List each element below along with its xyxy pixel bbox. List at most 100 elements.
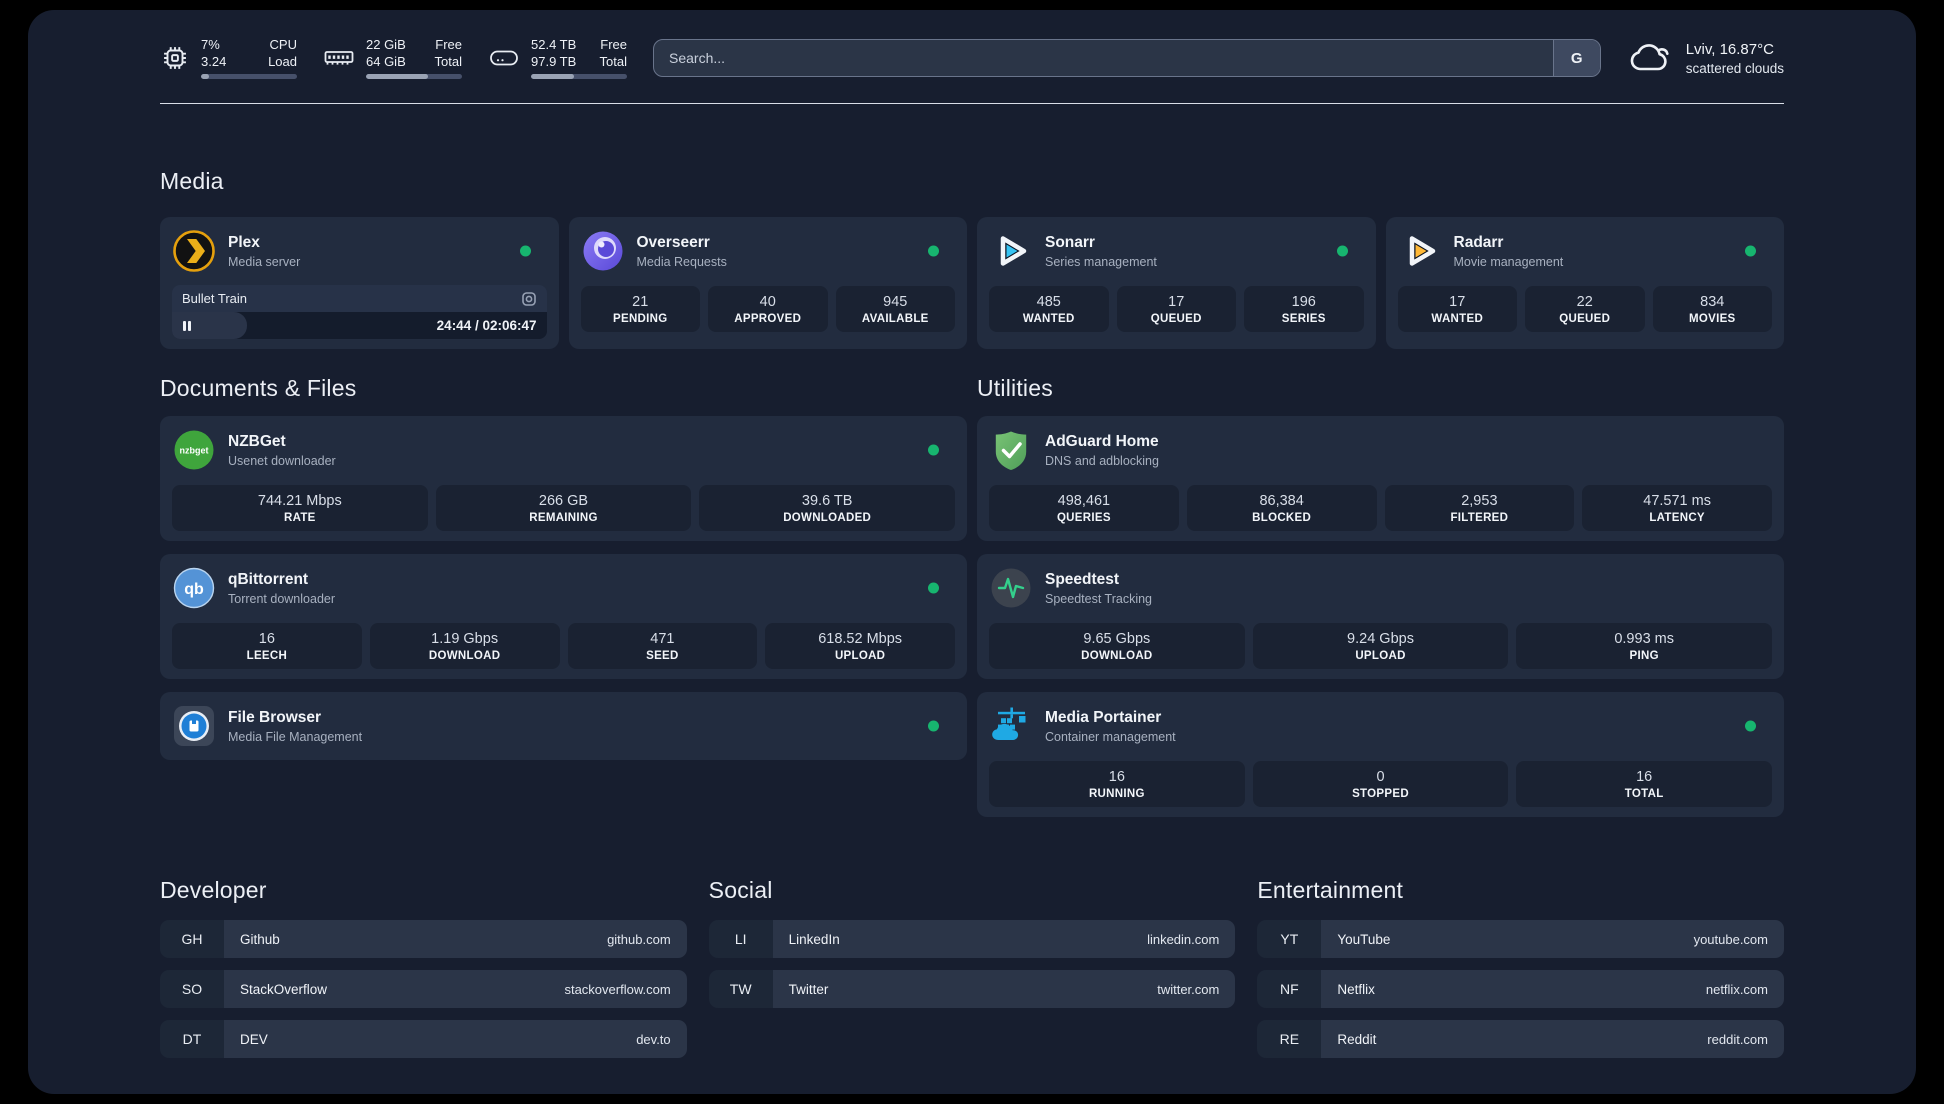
- bookmark-abbr: NF: [1257, 970, 1322, 1008]
- stat-box: 40 APPROVED: [708, 286, 828, 332]
- bookmark-url: twitter.com: [1157, 981, 1220, 997]
- dashboard-panel: 7% 3.24 CPU Load: [28, 10, 1916, 1094]
- bookmark-url: linkedin.com: [1147, 931, 1220, 947]
- app-card-radarr[interactable]: Radarr Movie management 17 WANTED 22 QUEUE…: [1385, 217, 1784, 349]
- search-provider-button[interactable]: G: [1552, 40, 1600, 76]
- bookmark-name: StackOverflow: [240, 981, 328, 997]
- stat-box: 39.6 TB DOWNLOADED: [699, 485, 956, 531]
- memory-stat: 22 GiB 64 GiB Free Total: [323, 37, 462, 79]
- app-card-sonarr[interactable]: Sonarr Series management 485 WANTED 17 QUE…: [977, 217, 1376, 349]
- weather-widget: Lviv, 16.87°C scattered clouds: [1627, 40, 1784, 76]
- weather-location: Lviv, 16.87°C: [1685, 40, 1774, 58]
- app-name: Speedtest: [1045, 570, 1120, 588]
- bookmark-url: netflix.com: [1705, 981, 1768, 997]
- settings-icon[interactable]: [521, 291, 537, 307]
- playback-progress-bar[interactable]: 24:44 / 02:06:47: [172, 312, 547, 339]
- stat-box: 21 PENDING: [580, 286, 700, 332]
- stat-box: 9.65 Gbps DOWNLOAD: [989, 623, 1245, 669]
- bookmark-name: YouTube: [1337, 931, 1391, 947]
- bookmark-abbr: GH: [160, 920, 224, 958]
- app-card-nzbget[interactable]: nzbget NZBGet Usenet downloader 744.21 M…: [160, 416, 967, 541]
- overseerr-icon: [583, 231, 622, 271]
- stat-box: 266 GB REMAINING: [435, 485, 692, 531]
- app-card-qbittorrent[interactable]: qb qBittorrent Torrent downloader 16 LEEC…: [160, 554, 967, 679]
- bookmark-reddit[interactable]: RE Reddit reddit.com: [1257, 1020, 1784, 1058]
- bookmark-dev[interactable]: DT DEV dev.to: [160, 1020, 687, 1058]
- sonarr-icon: [1000, 236, 1027, 266]
- status-online-dot: [1745, 720, 1756, 732]
- stat-box: 17 WANTED: [1397, 286, 1517, 332]
- bookmark-netflix[interactable]: NF Netflix netflix.com: [1257, 970, 1784, 1008]
- bookmark-linkedin[interactable]: LI LinkedIn linkedin.com: [708, 920, 1236, 958]
- cpu-load-label: Load: [268, 54, 297, 70]
- bookmark-abbr: YT: [1257, 920, 1322, 958]
- stat-box: 196 SERIES: [1244, 286, 1364, 332]
- bookmark-abbr: TW: [708, 970, 773, 1008]
- disk-icon: [490, 50, 518, 66]
- bookmark-twitter[interactable]: TW Twitter twitter.com: [708, 970, 1236, 1008]
- app-subtitle: Container management: [1045, 729, 1176, 744]
- stat-box: 485 WANTED: [989, 286, 1109, 332]
- app-subtitle: Media server: [228, 254, 301, 269]
- playback-time: 24:44 / 02:06:47: [436, 318, 537, 333]
- cpu-percent: 7%: [201, 37, 220, 53]
- app-card-overseerr[interactable]: Overseerr Media Requests 21 PENDING 40 APP…: [568, 217, 967, 349]
- bookmark-name: DEV: [240, 1031, 268, 1047]
- app-name: Sonarr: [1045, 233, 1095, 251]
- bookmark-name: Netflix: [1337, 981, 1375, 997]
- stat-box: 834 MOVIES: [1652, 286, 1772, 332]
- bookmark-stackoverflow[interactable]: SO StackOverflow stackoverflow.com: [160, 970, 687, 1008]
- bookmark-abbr: SO: [160, 970, 224, 1008]
- section-title-media: Media: [160, 168, 224, 194]
- search-input[interactable]: [654, 50, 1553, 66]
- disk-free-label: Free: [600, 37, 627, 53]
- nzbget-icon: nzbget: [174, 430, 214, 470]
- stat-box: 945 AVAILABLE: [835, 286, 955, 332]
- section-title-utilities: Utilities: [977, 375, 1053, 401]
- cpu-label: CPU: [269, 37, 297, 53]
- app-card-speedtest[interactable]: Speedtest Speedtest Tracking 9.65 Gbps DO…: [977, 554, 1784, 679]
- stat-box: 16 RUNNING: [989, 761, 1245, 807]
- app-card-plex[interactable]: Plex Media server Bullet Train: [160, 217, 559, 349]
- media-card-row: Plex Media server Bullet Train: [160, 217, 1784, 349]
- bookmark-url: youtube.com: [1693, 931, 1768, 947]
- app-card-adguard[interactable]: AdGuard Home DNS and adblocking 498,461 Q…: [977, 416, 1784, 541]
- plex-icon: [173, 230, 215, 272]
- stat-box: 86,384 BLOCKED: [1186, 485, 1377, 531]
- speedtest-icon: [991, 568, 1031, 608]
- bookmark-abbr: DT: [160, 1020, 224, 1058]
- stat-box: 0 STOPPED: [1252, 761, 1509, 807]
- app-name: Media Portainer: [1045, 708, 1162, 726]
- section-title-documents: Documents & Files: [160, 375, 357, 401]
- stat-box: 47.571 ms LATENCY: [1582, 485, 1772, 531]
- bookmark-group-entertainment: Entertainment YT YouTube youtube.com NF N…: [1257, 877, 1784, 1070]
- cpu-meter: [201, 74, 297, 79]
- weather-condition: scattered clouds: [1685, 60, 1784, 76]
- radarr-icon: [1409, 236, 1435, 266]
- disk-meter: [531, 74, 627, 79]
- portainer-icon: [992, 707, 1026, 740]
- app-card-filebrowser[interactable]: File Browser Media File Management: [160, 692, 967, 760]
- app-name: AdGuard Home: [1045, 432, 1159, 450]
- stat-box: 498,461 QUERIES: [989, 485, 1179, 531]
- stat-box: 9.24 Gbps UPLOAD: [1252, 623, 1509, 669]
- pause-icon[interactable]: [181, 320, 193, 332]
- stat-box: 471 SEED: [567, 623, 758, 669]
- app-name: Overseerr: [636, 233, 710, 251]
- adguard-icon: [995, 431, 1027, 470]
- now-playing-widget: Bullet Train 24:44 / 02:06:47: [172, 285, 547, 339]
- ram-total-label: Total: [434, 54, 462, 70]
- bookmark-abbr: RE: [1257, 1020, 1322, 1058]
- app-card-portainer[interactable]: Media Portainer Container management 16 R…: [977, 692, 1784, 817]
- qbittorrent-icon: qb: [173, 567, 215, 609]
- cloud-icon: [1630, 44, 1669, 71]
- bookmark-youtube[interactable]: YT YouTube youtube.com: [1257, 920, 1784, 958]
- documents-column: Documents & Files nzbget NZBGet Usenet d…: [160, 375, 967, 817]
- bookmark-github[interactable]: GH Github github.com: [160, 920, 687, 958]
- ram-free-label: Free: [435, 37, 462, 53]
- svg-text:qb: qb: [184, 581, 204, 598]
- utilities-column: Utilities AdGuard Home: [977, 375, 1784, 817]
- stat-box: 0.993 ms PING: [1516, 623, 1773, 669]
- ram-icon: [324, 51, 354, 65]
- status-online-dot: [928, 582, 939, 594]
